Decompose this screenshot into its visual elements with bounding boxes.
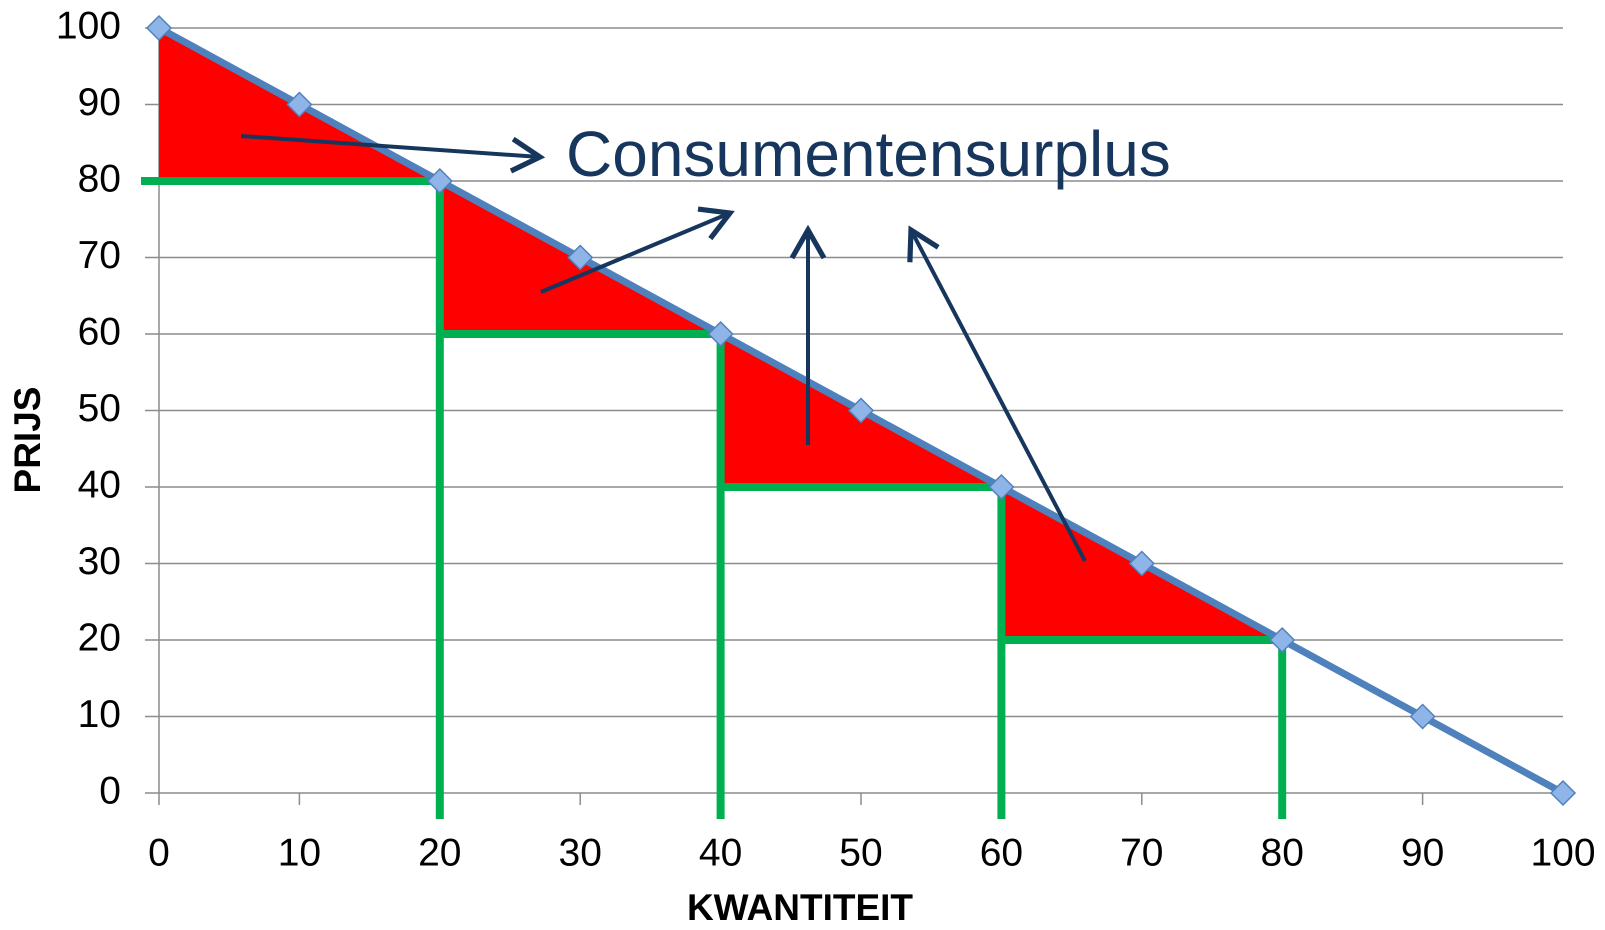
x-tick-label: 20 <box>418 831 461 874</box>
data-point <box>1269 626 1296 654</box>
x-tick-label: 10 <box>278 831 321 874</box>
x-tick-label: 40 <box>699 831 742 874</box>
step-line <box>1001 636 1287 819</box>
step-line <box>720 483 1006 819</box>
x-tick-label: 30 <box>559 831 602 874</box>
data-point <box>426 167 453 195</box>
y-tick-label: 80 <box>78 157 121 200</box>
x-tick-label: 50 <box>839 831 882 874</box>
step-line <box>439 330 725 819</box>
x-tick-label: 70 <box>1120 831 1163 874</box>
y-tick-label: 10 <box>78 693 121 736</box>
data-point <box>567 244 594 271</box>
x-tick-label: 60 <box>980 831 1023 874</box>
step-line <box>141 177 444 819</box>
y-tick-label: 50 <box>78 387 121 430</box>
x-tick-label: 0 <box>148 831 170 874</box>
data-point <box>847 397 875 424</box>
data-point <box>1549 779 1577 807</box>
data-point <box>1409 703 1436 730</box>
y-tick-label: 40 <box>78 463 121 506</box>
data-point <box>707 320 734 348</box>
y-tick-label: 90 <box>78 81 121 124</box>
data-point <box>286 91 313 118</box>
y-tick-label: 70 <box>78 234 121 277</box>
plot-layer: 0 10 20 30 40 50 60 70 80 90 100 0 10 20 30 40 50 60 70 80 9… <box>56 4 1596 874</box>
arrow <box>240 134 546 174</box>
y-tick-label: 60 <box>78 310 121 353</box>
y-tick-label: 0 <box>99 769 121 812</box>
x-tick-label: 90 <box>1401 831 1444 874</box>
y-tick-label: 30 <box>78 540 121 583</box>
arrow <box>907 225 1087 562</box>
y-tick-label: 20 <box>78 616 121 659</box>
data-point <box>1128 550 1155 577</box>
x-tick-label: 100 <box>1530 831 1595 874</box>
annotation-arrows <box>240 134 1087 562</box>
x-tick-label: 80 <box>1261 831 1304 874</box>
annotation: Consumentensurplus <box>566 118 1171 190</box>
x-axis-label: KWANTITEIT <box>687 887 913 928</box>
data-point <box>988 473 1015 501</box>
y-tick-label: 100 <box>56 4 121 47</box>
arrow <box>540 206 735 294</box>
data-point <box>145 14 173 42</box>
y-axis-label: PRIJS <box>7 387 48 494</box>
